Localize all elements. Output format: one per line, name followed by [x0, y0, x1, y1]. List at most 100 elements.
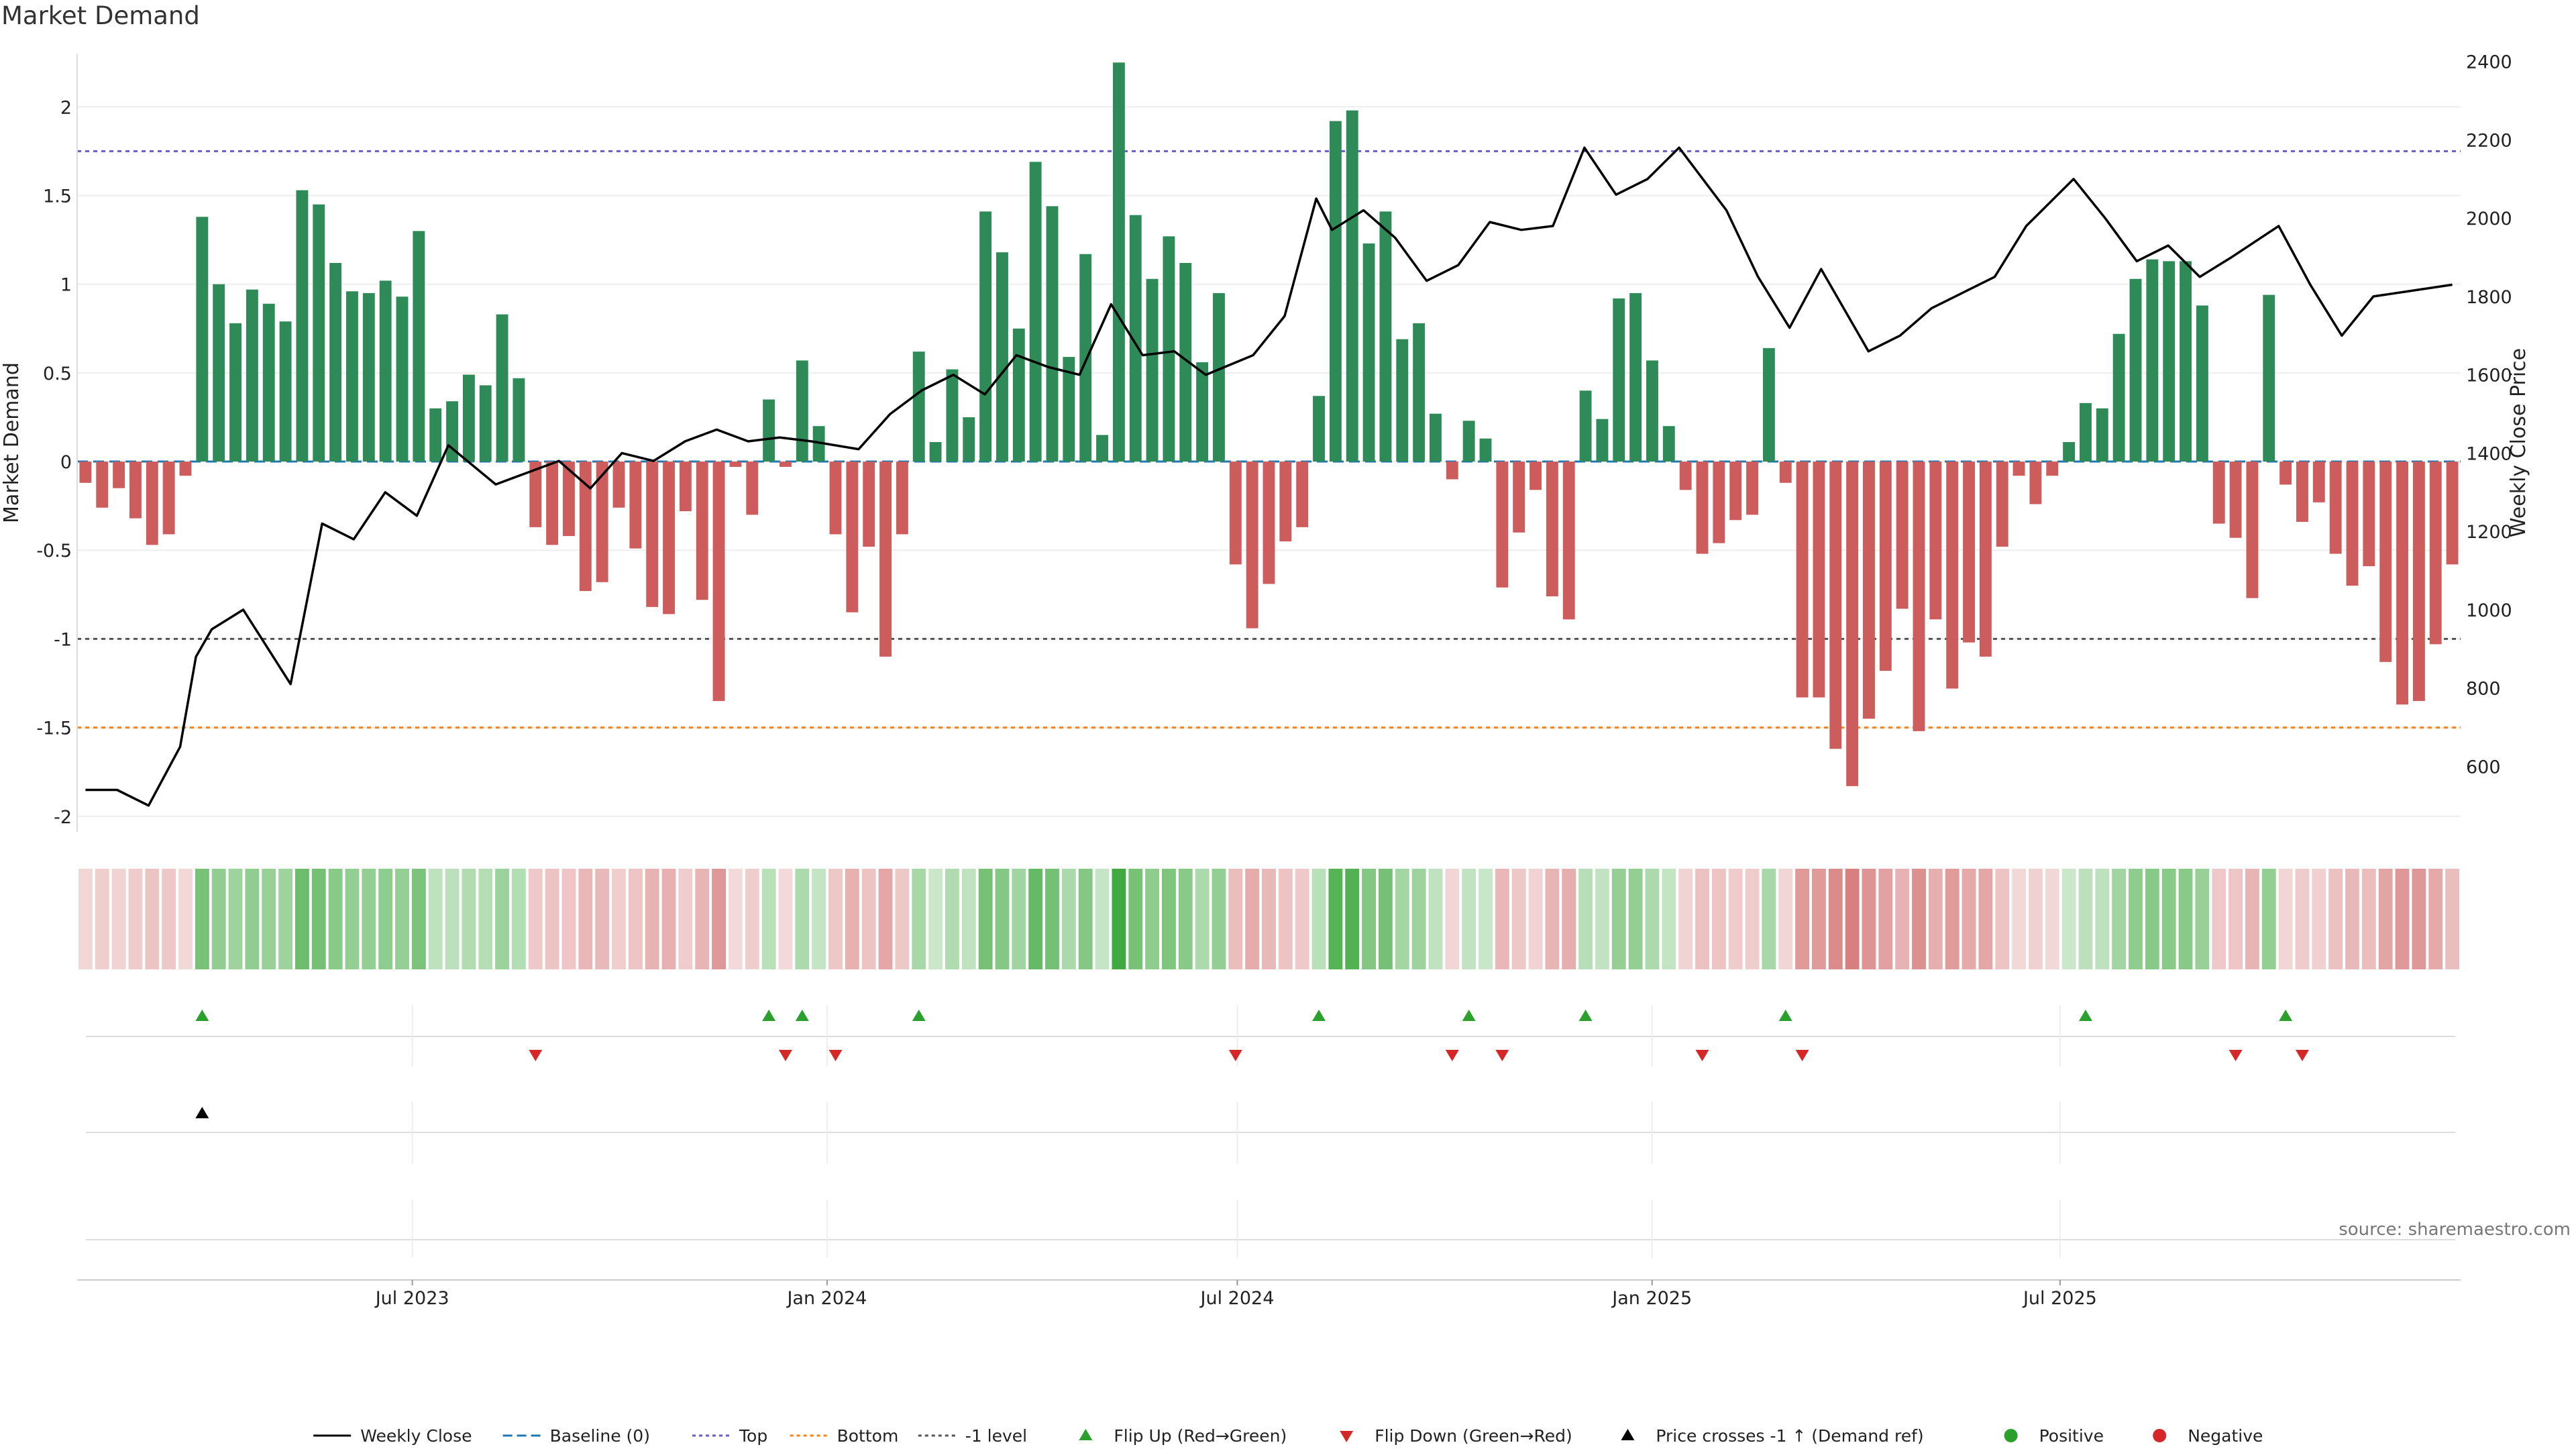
demand-bar-87: [1529, 462, 1542, 490]
left-tick-label-0: -2: [54, 807, 72, 828]
demand-bar-127: [2196, 305, 2208, 462]
demand-bar-120: [2080, 402, 2092, 462]
x-axis: Jul 2023 Jan 2024 Jul 2024 Jan 2025 Jul 2025: [77, 1279, 2461, 1309]
demand-bar-33: [629, 462, 642, 549]
demand-bar-15: [329, 262, 342, 462]
flip-down-marker-8: [2229, 1050, 2243, 1061]
demand-bar-7: [196, 217, 209, 462]
right-tick-label-2: 1000: [2466, 600, 2512, 621]
demand-bar-138: [2379, 462, 2392, 662]
demand-bar-121: [2096, 408, 2108, 462]
heat-cell-51: [928, 869, 943, 969]
heat-cell-10: [245, 869, 260, 969]
heat-cell-95: [1662, 869, 1676, 969]
flip-up-marker-1: [762, 1010, 776, 1021]
demand-bar-115: [1996, 462, 2008, 547]
demand-bar-108: [1879, 462, 1892, 671]
legend-swatch-5: [1079, 1429, 1093, 1440]
demand-bar-74: [1313, 396, 1325, 462]
heat-cell-59: [1061, 869, 1076, 969]
weekly-close-polyline: [85, 146, 2453, 807]
demand-bar-106: [1846, 462, 1859, 786]
heat-cell-76: [1345, 869, 1360, 969]
source-credit: source: sharemaestro.com: [2339, 1220, 2571, 1240]
heat-cell-23: [462, 869, 476, 969]
demand-bar-14: [313, 204, 325, 462]
flip-up-marker-6: [1578, 1010, 1593, 1021]
demand-bar-69: [1229, 462, 1242, 565]
heat-cell-138: [2378, 869, 2393, 969]
heat-cell-124: [2145, 869, 2159, 969]
flip-down-marker-7: [1795, 1050, 1809, 1061]
heat-cell-24: [478, 869, 493, 969]
heat-cell-121: [2095, 869, 2110, 969]
heat-cell-104: [1811, 869, 1826, 969]
x-tick-label-2: Jul 2024: [1199, 1288, 1275, 1309]
heat-cell-28: [545, 869, 559, 969]
demand-bar-11: [262, 303, 275, 462]
demand-bar-112: [1946, 462, 1959, 689]
demand-bar-38: [712, 462, 725, 701]
demand-bar-89: [1562, 462, 1575, 620]
heat-cell-127: [2195, 869, 2210, 969]
legend-swatch-6: [1340, 1431, 1354, 1442]
demand-bar-60: [1079, 254, 1092, 462]
heat-cell-108: [1878, 869, 1893, 969]
demand-bar-31: [596, 462, 608, 582]
demand-bar-24: [479, 385, 492, 462]
heat-cell-74: [1311, 869, 1326, 969]
demand-bar-107: [1863, 462, 1875, 719]
heat-cell-85: [1495, 869, 1509, 969]
flip-up-marker-8: [2078, 1010, 2092, 1021]
demand-bar-1: [96, 462, 109, 508]
demand-bar-85: [1496, 462, 1509, 588]
legend-label-9: Negative: [2188, 1426, 2263, 1446]
heat-cell-46: [845, 869, 859, 969]
heat-cell-112: [1945, 869, 1960, 969]
demand-bar-46: [846, 462, 859, 612]
heat-cell-105: [1828, 869, 1843, 969]
left-tick-label-3: -0.5: [36, 541, 72, 561]
heat-cell-72: [1278, 869, 1293, 969]
heat-cell-113: [1962, 869, 1976, 969]
left-tick-label-2: -1: [54, 629, 72, 650]
demand-bar-90: [1579, 390, 1592, 462]
heat-cell-56: [1012, 869, 1026, 969]
demand-bar-126: [2180, 261, 2192, 462]
left-y-axis: -2 -1.5 -1 -0.5 0 0.5 1 1.5 2: [36, 54, 78, 832]
heat-cell-71: [1262, 869, 1276, 969]
heat-cell-117: [2028, 869, 2043, 969]
demand-bar-59: [1063, 357, 1075, 462]
heat-cell-49: [895, 869, 910, 969]
heat-cell-131: [2261, 869, 2276, 969]
demand-bar-124: [2146, 259, 2159, 462]
legend-label-6: Flip Down (Green→Red): [1375, 1426, 1572, 1446]
demand-bar-137: [2363, 462, 2375, 567]
legend-swatch-7: [1621, 1429, 1635, 1440]
flip-up-marker-7: [1778, 1010, 1792, 1021]
demand-bar-21: [429, 408, 442, 462]
flip-up-marker-3: [912, 1010, 926, 1021]
demand-bar-114: [1979, 462, 1992, 657]
heat-cell-92: [1611, 869, 1626, 969]
heat-cell-48: [878, 869, 893, 969]
legend-label-4: -1 level: [965, 1426, 1027, 1446]
heat-cell-91: [1595, 869, 1609, 969]
heat-cell-50: [912, 869, 926, 969]
demand-bar-97: [1696, 462, 1709, 554]
heat-cell-118: [2045, 869, 2059, 969]
heat-cell-93: [1628, 869, 1643, 969]
demand-bar-134: [2312, 462, 2325, 502]
legend-label-5: Flip Up (Red→Green): [1114, 1426, 1287, 1446]
right-tick-label-3: 1200: [2466, 522, 2512, 543]
heat-cell-100: [1745, 869, 1760, 969]
heat-cell-25: [495, 869, 510, 969]
demand-bar-51: [929, 441, 942, 462]
legend-label-0: Weekly Close: [360, 1426, 472, 1446]
heat-cell-120: [2078, 869, 2093, 969]
heat-cell-4: [145, 869, 160, 969]
demand-bar-27: [529, 462, 542, 527]
heat-cell-60: [1078, 869, 1093, 969]
demand-bar-3: [129, 462, 142, 519]
